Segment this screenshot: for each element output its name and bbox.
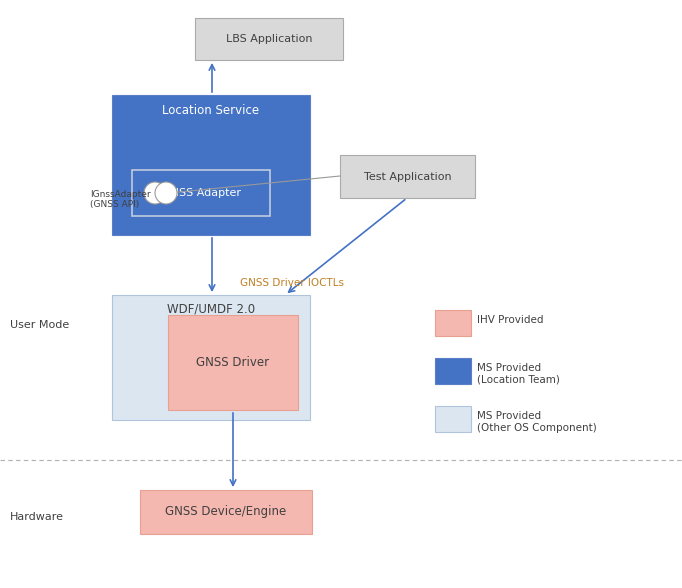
Text: WDF/UMDF 2.0: WDF/UMDF 2.0 xyxy=(167,302,255,316)
Text: GNSS Driver IOCTLs: GNSS Driver IOCTLs xyxy=(240,278,344,288)
Bar xyxy=(132,170,270,216)
Text: MS Provided: MS Provided xyxy=(477,363,541,373)
Text: LBS Application: LBS Application xyxy=(226,34,312,44)
Bar xyxy=(112,95,310,235)
Bar xyxy=(168,315,298,410)
Bar xyxy=(195,18,343,60)
Text: (Other OS Component): (Other OS Component) xyxy=(477,423,597,433)
Circle shape xyxy=(144,182,166,204)
Text: User Mode: User Mode xyxy=(10,320,70,330)
Text: Test Application: Test Application xyxy=(364,172,451,182)
Text: (GNSS API): (GNSS API) xyxy=(90,200,139,209)
Text: GNSS Adapter: GNSS Adapter xyxy=(162,188,241,198)
Bar xyxy=(140,490,312,534)
Text: (Location Team): (Location Team) xyxy=(477,375,560,385)
Text: Hardware: Hardware xyxy=(10,512,64,522)
Text: IHV Provided: IHV Provided xyxy=(477,315,544,325)
Bar xyxy=(435,358,471,384)
Circle shape xyxy=(155,182,177,204)
Text: MS Provided: MS Provided xyxy=(477,411,541,421)
Text: IGnssAdapter: IGnssAdapter xyxy=(90,190,151,199)
Bar xyxy=(112,295,310,420)
Text: GNSS Driver: GNSS Driver xyxy=(196,356,269,369)
Bar xyxy=(435,310,471,336)
Text: Location Service: Location Service xyxy=(162,105,260,118)
Bar xyxy=(340,155,475,198)
Text: GNSS Device/Engine: GNSS Device/Engine xyxy=(165,506,286,519)
Bar xyxy=(435,406,471,432)
